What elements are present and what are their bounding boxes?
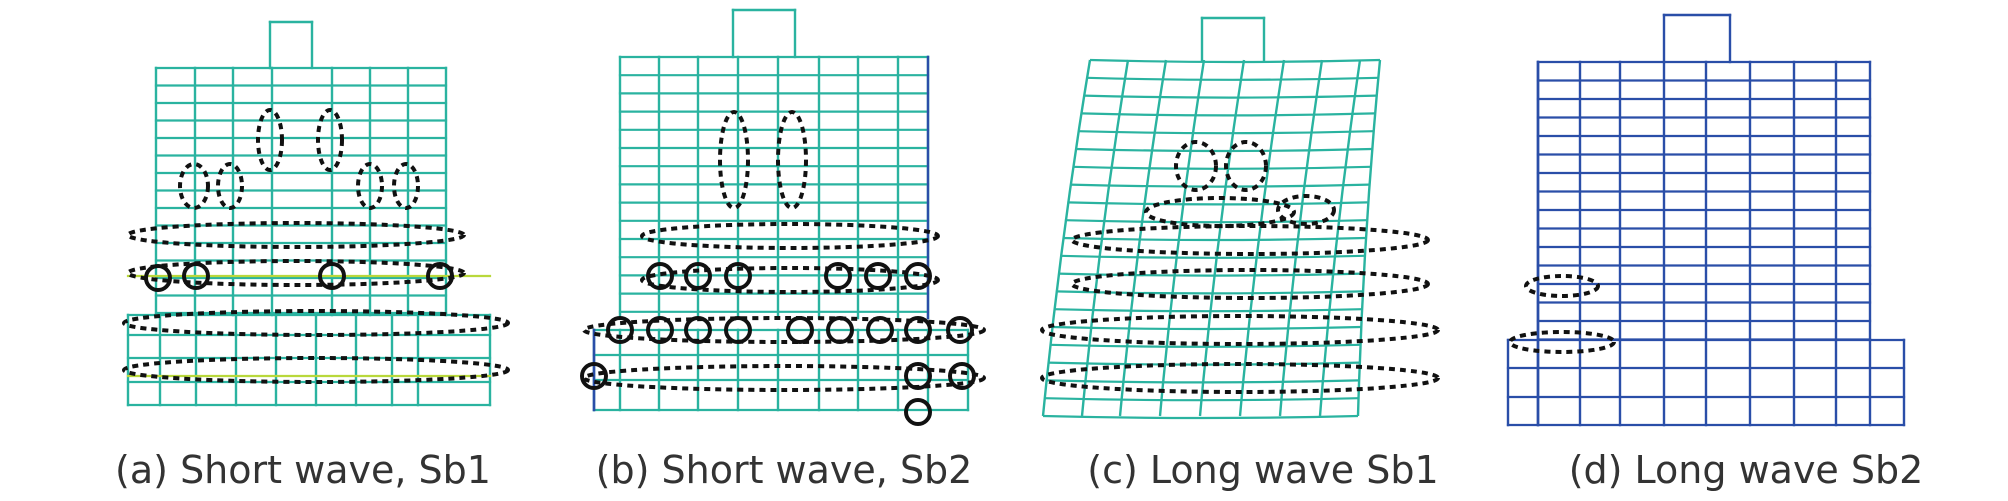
caption-b: (b) Short wave, Sb2: [595, 448, 973, 492]
frame-beam: [1053, 308, 1362, 313]
frame-beam: [1072, 165, 1371, 170]
frame-beam: [1062, 236, 1366, 242]
damage-circle: [724, 316, 752, 344]
damage-dotted-ellipse: [1224, 140, 1268, 192]
frame-column: [1118, 59, 1168, 417]
damage-dotted-ellipse: [1040, 362, 1440, 394]
panel-c-frame: [1041, 16, 1382, 420]
frame-beam: [1084, 94, 1377, 99]
panel-a-frame: [126, 20, 492, 407]
frame-beam: [1064, 219, 1367, 224]
damage-circle: [646, 262, 674, 290]
damage-dotted-ellipse: [216, 162, 244, 210]
damage-circle: [684, 316, 712, 344]
frame-beam: [1057, 272, 1364, 277]
damage-dotted-ellipse: [640, 222, 940, 250]
frame-beam: [1050, 343, 1361, 348]
damage-dotted-ellipse: [122, 309, 510, 337]
frame-beam: [1055, 290, 1363, 295]
frame-column: [1158, 59, 1206, 417]
damage-dotted-ellipse: [126, 259, 466, 287]
damage-circle: [904, 362, 932, 390]
damage-circle: [606, 316, 634, 344]
frame-beam: [1075, 147, 1372, 153]
damage-circle: [904, 262, 932, 290]
damage-dotted-ellipse: [640, 266, 940, 294]
frame-beam: [1042, 414, 1359, 420]
frame-beam: [1044, 397, 1359, 402]
caption-c: (c) Long wave Sb1: [1087, 448, 1439, 492]
damage-circle: [904, 398, 932, 426]
damage-dotted-ellipse: [126, 221, 466, 249]
damage-dotted-ellipse: [776, 110, 808, 210]
panel-d-frame: [1506, 13, 1906, 427]
damage-dotted-ellipse: [1508, 330, 1616, 354]
damage-dotted-ellipse: [356, 162, 384, 210]
damage-circle: [144, 264, 172, 292]
frame-beam: [1086, 76, 1379, 81]
damage-dotted-ellipse: [1144, 196, 1296, 228]
frame-column: [1278, 59, 1324, 417]
frame-beam: [1069, 183, 1369, 188]
damage-dotted-ellipse: [316, 108, 344, 172]
damage-dotted-ellipse: [122, 356, 510, 384]
frame-beam: [1046, 379, 1359, 384]
damage-circle: [426, 262, 454, 290]
damage-circle: [948, 362, 976, 390]
damage-circle: [724, 262, 752, 290]
damage-circle: [182, 262, 210, 290]
damage-dotted-ellipse: [582, 316, 986, 344]
frame-column: [1198, 59, 1246, 417]
frame-beam: [1081, 112, 1375, 117]
damage-dotted-ellipse: [1040, 314, 1440, 346]
damage-dotted-ellipse: [1524, 274, 1600, 298]
damage-dotted-ellipse: [178, 162, 210, 210]
damage-circle: [904, 316, 932, 344]
damage-circle: [824, 262, 852, 290]
damage-circle: [684, 262, 712, 290]
damage-dotted-ellipse: [718, 110, 750, 210]
caption-d: (d) Long wave Sb2: [1568, 448, 1924, 492]
damage-circle: [864, 262, 892, 290]
panel-b-frame: [592, 8, 970, 412]
damage-circle: [946, 316, 974, 344]
damage-dotted-ellipse: [1070, 268, 1430, 300]
frame-column: [1356, 59, 1382, 417]
damage-circle: [646, 316, 674, 344]
frame-beam: [1060, 254, 1364, 259]
damage-markers: [122, 108, 1616, 426]
damage-dotted-ellipse: [582, 364, 986, 392]
frame-beam: [1067, 201, 1368, 206]
frame-column: [1238, 59, 1286, 417]
frame-beam: [1051, 325, 1361, 331]
damage-dotted-ellipse: [256, 108, 284, 172]
damage-circle: [866, 316, 894, 344]
frame-beam: [1078, 130, 1374, 135]
damage-circle: [580, 362, 608, 390]
frame-beam: [1089, 58, 1381, 64]
caption-a: (a) Short wave, Sb1: [115, 448, 491, 492]
damage-circle: [826, 316, 854, 344]
damage-circle: [786, 316, 814, 344]
damage-dotted-ellipse: [392, 162, 420, 210]
damage-circle: [318, 262, 346, 290]
damage-dotted-ellipse: [1276, 194, 1336, 226]
damage-dotted-ellipse: [1174, 140, 1218, 192]
